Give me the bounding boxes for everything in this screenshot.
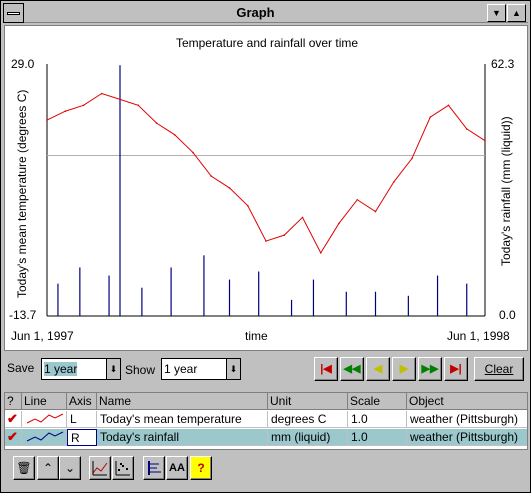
- title-bar: Graph ▼ ▲: [3, 3, 528, 23]
- temperature-point: [392, 181, 395, 183]
- show-period-select[interactable]: 1 year ⬇: [161, 358, 241, 380]
- temperature-point: [374, 210, 377, 213]
- left-axis-min-label: -13.7: [9, 308, 37, 322]
- right-axis-min-label: 0.0: [499, 308, 516, 322]
- temperature-point: [356, 198, 359, 201]
- temperature-point: [46, 119, 48, 121]
- right-axis-label: Today's rainfall (mm (liquid)): [499, 116, 513, 266]
- dropdown-arrow-icon[interactable]: ⬇: [226, 359, 240, 379]
- unit-cell[interactable]: degrees C: [268, 411, 348, 428]
- check-icon[interactable]: ✔: [5, 429, 22, 446]
- save-period-value: 1 year: [44, 362, 78, 376]
- chart-svg: 29.0 -13.7 62.3 0.0 Jun 1, 1997 time Jun…: [9, 57, 516, 343]
- temperature-point: [338, 222, 340, 225]
- temperature-point: [228, 187, 231, 189]
- axis-cell[interactable]: L: [67, 411, 97, 428]
- col-header-name[interactable]: Name: [97, 393, 268, 410]
- dropdown-arrow-icon[interactable]: ⬇: [106, 359, 120, 379]
- temperature-point: [246, 204, 249, 207]
- show-period-value: 1 year: [164, 362, 198, 376]
- control-row: Save 1 year ⬇ Show 1 year ⬇ |◀ ◀◀ ◀ ▶ ▶▶ ▶| C…: [4, 355, 528, 385]
- temperature-point: [155, 122, 158, 124]
- step-forward-icon[interactable]: ▶: [392, 357, 416, 381]
- temperature-point: [64, 110, 67, 113]
- first-icon[interactable]: |◀: [314, 357, 338, 381]
- scatter-style-icon[interactable]: [112, 456, 134, 480]
- temperature-point: [210, 175, 213, 177]
- temperature-point: [319, 252, 322, 254]
- temperature-point: [447, 104, 450, 107]
- save-label: Save: [7, 361, 35, 375]
- table-row[interactable]: ✔ R Today's rainfall mm (liquid) 1.0 wea…: [5, 429, 527, 446]
- temperature-point: [283, 234, 286, 236]
- left-axis-label: Today's mean temperature (degrees C): [15, 90, 29, 298]
- right-axis-max-label: 62.3: [491, 57, 515, 71]
- temperature-point: [173, 134, 176, 136]
- clear-button[interactable]: Clear: [474, 357, 524, 381]
- object-cell[interactable]: weather (Pittsburgh): [407, 429, 527, 446]
- chart-title: Temperature and rainfall over time: [175, 36, 359, 50]
- maximize-button[interactable]: ▲: [507, 4, 526, 22]
- name-cell[interactable]: Today's rainfall: [97, 429, 268, 446]
- x-axis-label: time: [245, 329, 268, 343]
- temperature-point: [429, 116, 432, 118]
- temperature-point: [265, 240, 267, 242]
- col-header-check[interactable]: ?: [5, 393, 22, 410]
- last-icon[interactable]: ▶|: [444, 357, 468, 381]
- col-header-scale[interactable]: Scale: [348, 393, 407, 410]
- temperature-point: [301, 216, 304, 219]
- temperature-point: [192, 151, 194, 154]
- forward-fast-icon[interactable]: ▶▶: [418, 357, 442, 381]
- temperature-point: [411, 157, 413, 160]
- show-label: Show: [125, 363, 156, 377]
- temperature-point: [484, 139, 486, 142]
- axis-settings-icon[interactable]: [143, 456, 165, 480]
- series-table: ? Line Axis Name Unit Scale Object ✔ L T…: [4, 392, 528, 450]
- temperature-point: [137, 104, 140, 107]
- x-end-label: Jun 1, 1998: [447, 329, 510, 343]
- table-row[interactable]: ✔ L Today's mean temperature degrees C 1…: [5, 411, 527, 428]
- axis-cell[interactable]: R: [67, 429, 97, 446]
- system-menu-icon: [7, 12, 20, 15]
- name-cell[interactable]: Today's mean temperature: [97, 411, 268, 428]
- line-sample-icon: [22, 411, 67, 428]
- help-icon[interactable]: ?: [190, 456, 212, 480]
- object-cell[interactable]: weather (Pittsburgh): [407, 411, 527, 428]
- col-header-line[interactable]: Line: [22, 393, 67, 410]
- col-header-axis[interactable]: Axis: [67, 393, 97, 410]
- temperature-point: [119, 98, 121, 101]
- chart-area: Temperature and rainfall over time 29.0 …: [4, 25, 528, 351]
- unit-cell[interactable]: mm (liquid): [268, 429, 348, 446]
- check-icon[interactable]: ✔: [5, 411, 22, 428]
- system-menu-button[interactable]: [3, 3, 24, 23]
- rewind-fast-icon[interactable]: ◀◀: [340, 357, 364, 381]
- temperature-point: [465, 128, 468, 130]
- minimize-button[interactable]: ▼: [487, 4, 506, 22]
- move-up-icon[interactable]: ⌃: [37, 456, 59, 480]
- line-sample-icon: [22, 429, 67, 446]
- save-period-select[interactable]: 1 year ⬇: [41, 358, 121, 380]
- x-start-label: Jun 1, 1997: [11, 329, 74, 343]
- col-header-object[interactable]: Object: [407, 393, 527, 410]
- scale-cell[interactable]: 1.0: [348, 411, 407, 428]
- scale-cell[interactable]: 1.0: [348, 429, 407, 446]
- font-icon[interactable]: AA: [166, 456, 188, 480]
- temperature-point: [82, 104, 85, 107]
- temperature-point: [100, 92, 103, 95]
- delete-icon[interactable]: 🗑: [13, 456, 35, 480]
- temperature-series-line: [46, 92, 486, 254]
- line-style-icon[interactable]: [89, 456, 111, 480]
- window-title: Graph: [236, 5, 275, 20]
- move-down-icon[interactable]: ⌄: [59, 456, 81, 480]
- left-axis-max-label: 29.0: [11, 57, 35, 71]
- col-header-unit[interactable]: Unit: [268, 393, 348, 410]
- bottom-toolbar: 🗑 ⌃ ⌄ AA ?: [4, 454, 528, 488]
- step-back-icon[interactable]: ◀: [366, 357, 390, 381]
